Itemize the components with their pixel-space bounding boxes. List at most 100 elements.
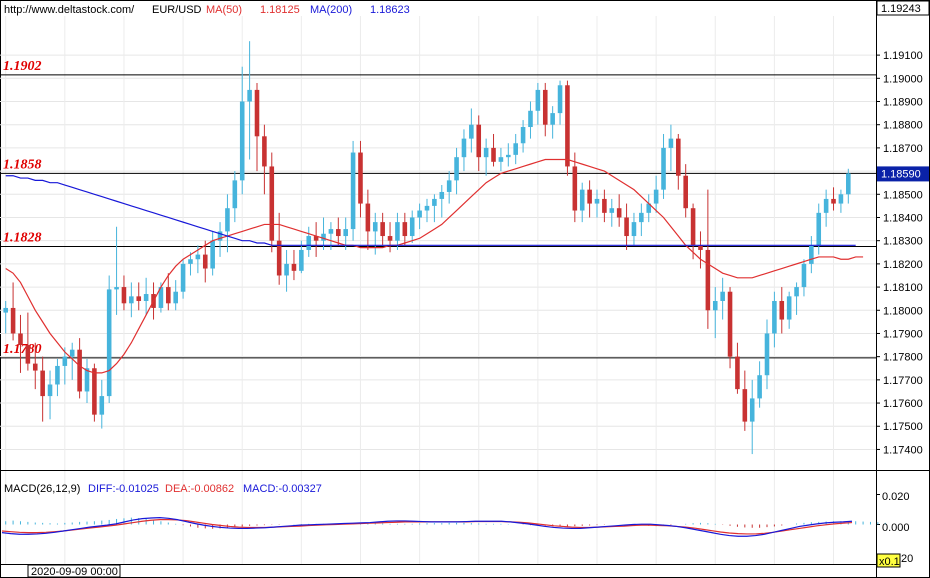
- candle-body: [639, 212, 644, 223]
- price-tick-label: 1.17500: [883, 421, 923, 433]
- candle-body: [794, 287, 799, 297]
- price-tick-label: 1.17900: [883, 328, 923, 340]
- candle-body: [10, 307, 16, 334]
- candle-body: [180, 263, 186, 292]
- macd-scale-box: [876, 553, 901, 568]
- top-price-box: [876, 0, 930, 16]
- macd-tick-top: 0.020: [882, 491, 910, 503]
- level-label: 1.1902: [3, 59, 42, 74]
- candle-body: [402, 222, 408, 237]
- moving-averages: [5, 158, 864, 374]
- candle-body: [587, 189, 592, 204]
- candle-body: [365, 203, 371, 232]
- candle-body: [225, 208, 230, 232]
- candle-body: [809, 245, 814, 264]
- header-ma200-value: 1.18623: [370, 4, 410, 16]
- price-tick-label: 1.19100: [883, 50, 923, 62]
- macd-diff: DIFF:-0.01025: [88, 483, 159, 495]
- candle-body: [299, 249, 304, 271]
- candle-body: [336, 229, 341, 237]
- price-tick-label: 1.17400: [883, 444, 923, 456]
- candle-body: [321, 233, 326, 241]
- header-ma50-label: MA(50): [206, 4, 242, 16]
- candle-body: [276, 240, 282, 276]
- header-site: http://www.deltastock.com/: [4, 4, 135, 16]
- candle-body: [653, 189, 659, 204]
- candle-body: [690, 208, 696, 246]
- price-ticks: 1.191001.190001.189001.188001.187001.186…: [876, 50, 923, 456]
- candle-body: [683, 175, 688, 209]
- candle-body: [188, 259, 193, 264]
- candle-body: [572, 166, 578, 211]
- candle-body: [520, 127, 526, 144]
- candle-body: [232, 180, 238, 209]
- price-tick-label: 1.18700: [883, 143, 923, 155]
- candle-body: [69, 349, 75, 357]
- macd-diff-line: [1, 517, 853, 537]
- candle-body: [173, 291, 178, 304]
- candle-body: [823, 198, 829, 213]
- price-tick-label: 1.18400: [883, 212, 923, 224]
- candle-body: [698, 245, 703, 250]
- price-tick-label: 1.18100: [883, 282, 923, 294]
- candle-body: [801, 263, 807, 288]
- candle-body: [609, 208, 615, 213]
- candle-body: [513, 143, 518, 155]
- candle-body: [846, 173, 851, 195]
- level-label: 1.1828: [3, 230, 42, 245]
- candle-body: [432, 198, 437, 206]
- price-tick-label: 1.18000: [883, 305, 923, 317]
- header-ma200-label: MA(200): [310, 4, 352, 16]
- current-price: 1.18590: [881, 168, 921, 180]
- ma50-line: [5, 158, 864, 374]
- candle-body: [291, 263, 297, 271]
- price-tick-label: 1.18500: [883, 189, 923, 201]
- candle-body: [816, 212, 822, 246]
- candle-body: [18, 333, 23, 346]
- price-tick-label: 1.17600: [883, 398, 923, 410]
- candle-body: [712, 300, 718, 311]
- candle-body: [742, 389, 748, 422]
- candle-body: [461, 138, 467, 158]
- candle-body: [239, 101, 245, 181]
- candle-body: [55, 365, 60, 385]
- candle-body: [469, 124, 474, 139]
- current-price-box: [877, 166, 929, 182]
- candle-body: [779, 300, 785, 320]
- candle-body: [535, 89, 541, 111]
- candle-body: [491, 147, 496, 162]
- time-label-box: [27, 564, 121, 578]
- candle-body: [92, 368, 97, 415]
- candle-body: [661, 147, 666, 190]
- candle-body: [3, 307, 8, 313]
- candle-body: [99, 396, 105, 415]
- candle-body: [217, 231, 223, 241]
- candle-body: [380, 222, 385, 237]
- candle-body: [764, 333, 770, 376]
- level-label: 1.1858: [3, 157, 42, 172]
- candle-body: [47, 384, 53, 397]
- price-tick-label: 1.18800: [883, 120, 923, 132]
- ma200-line: [5, 175, 856, 246]
- top-price: 1.19243: [881, 3, 921, 15]
- candle-body: [631, 222, 637, 237]
- candle-body: [269, 166, 275, 241]
- candle-body: [387, 236, 393, 241]
- macd-title: MACD(26,12,9): [4, 483, 80, 495]
- candle-body: [84, 368, 90, 392]
- candle-body: [624, 217, 629, 237]
- header-ma50-value: 1.18125: [260, 4, 300, 16]
- candle-body: [343, 229, 348, 237]
- candle-body: [417, 210, 422, 218]
- price-tick-label: 1.19000: [883, 73, 923, 85]
- candle-body: [202, 254, 208, 269]
- candle-body: [557, 85, 563, 114]
- candle-body: [602, 198, 607, 213]
- candle-body: [720, 291, 725, 301]
- candle-body: [749, 398, 755, 422]
- candle-body: [254, 89, 260, 137]
- candle-body: [284, 263, 289, 276]
- candle-body: [483, 147, 489, 158]
- macd-pane: [1, 494, 886, 537]
